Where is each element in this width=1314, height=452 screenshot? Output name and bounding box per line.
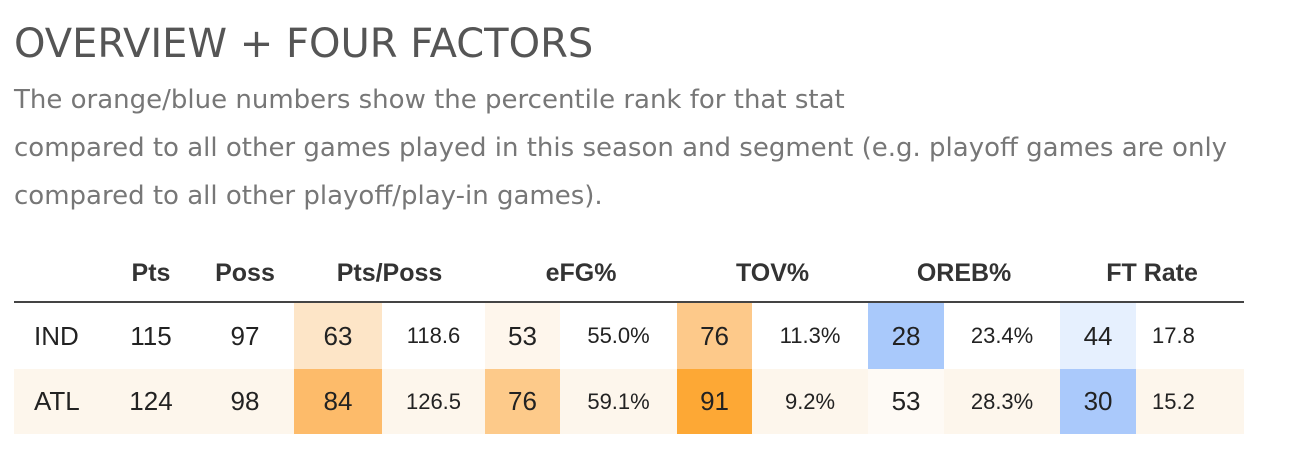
ft-rate-percentile-cell: 44 — [1060, 302, 1137, 369]
pts-cell: 124 — [106, 369, 196, 434]
efg-percentile-cell: 53 — [485, 302, 561, 369]
header-efg: eFG% — [545, 259, 617, 287]
header-pts: Pts — [131, 259, 171, 287]
header-oreb: OREB% — [916, 259, 1012, 287]
pts-poss-percentile-cell: 84 — [294, 369, 382, 434]
header-tov: TOV% — [735, 259, 810, 287]
pts-poss-percentile-cell: 63 — [294, 302, 382, 369]
table-header-row: Pts Poss Pts/Poss eFG% TOV% OREB% FT Rat… — [14, 246, 1245, 302]
tov-percentile-cell: 91 — [677, 369, 753, 434]
ft-rate-value-cell: 15.2 — [1136, 369, 1245, 434]
pts-poss-value-cell: 126.5 — [382, 369, 486, 434]
header-pts-per-poss: Pts/Poss — [336, 259, 443, 287]
subtitle-line: The orange/blue numbers show the percent… — [14, 85, 845, 115]
oreb-value-cell: 23.4% — [970, 323, 1034, 348]
tov-value-cell: 9.2% — [752, 369, 869, 434]
table-row: IND 115 97 63 118.6 53 55.0% 76 11.3% 28… — [14, 302, 1244, 369]
pts-poss-value-cell: 118.6 — [406, 323, 461, 348]
tov-value-cell: 11.3% — [779, 323, 841, 348]
ft-rate-value-cell: 17.8 — [1152, 323, 1195, 348]
subtitle-line: compared to all other playoff/play-in ga… — [14, 181, 603, 211]
header-ft-rate: FT Rate — [1106, 259, 1198, 287]
pts-cell: 115 — [130, 320, 172, 351]
team-cell: ATL — [14, 369, 106, 434]
subtitle-line: compared to all other games played in th… — [14, 133, 1228, 163]
efg-value-cell: 55.0% — [587, 323, 650, 348]
poss-cell: 97 — [230, 320, 260, 351]
poss-cell: 98 — [196, 369, 294, 434]
oreb-value-cell: 28.3% — [944, 369, 1061, 434]
efg-value-cell: 59.1% — [560, 369, 678, 434]
header-poss: Poss — [215, 259, 275, 287]
oreb-percentile-cell: 53 — [868, 369, 945, 434]
four-factors-table: Pts Poss Pts/Poss eFG% TOV% OREB% FT Rat… — [14, 246, 1245, 434]
tov-percentile-cell: 76 — [677, 302, 753, 369]
table-row: ATL 124 98 84 126.5 76 59.1% 91 9.2% 53 … — [14, 369, 1245, 434]
oreb-percentile-cell: 28 — [868, 302, 945, 369]
page-title: OVERVIEW + FOUR FACTORS — [14, 21, 594, 67]
efg-percentile-cell: 76 — [485, 369, 561, 434]
header-team — [14, 246, 106, 302]
team-cell: IND — [34, 320, 79, 351]
subtitle: The orange/blue numbers show the percent… — [14, 76, 1314, 220]
ft-rate-percentile-cell: 30 — [1060, 369, 1137, 434]
